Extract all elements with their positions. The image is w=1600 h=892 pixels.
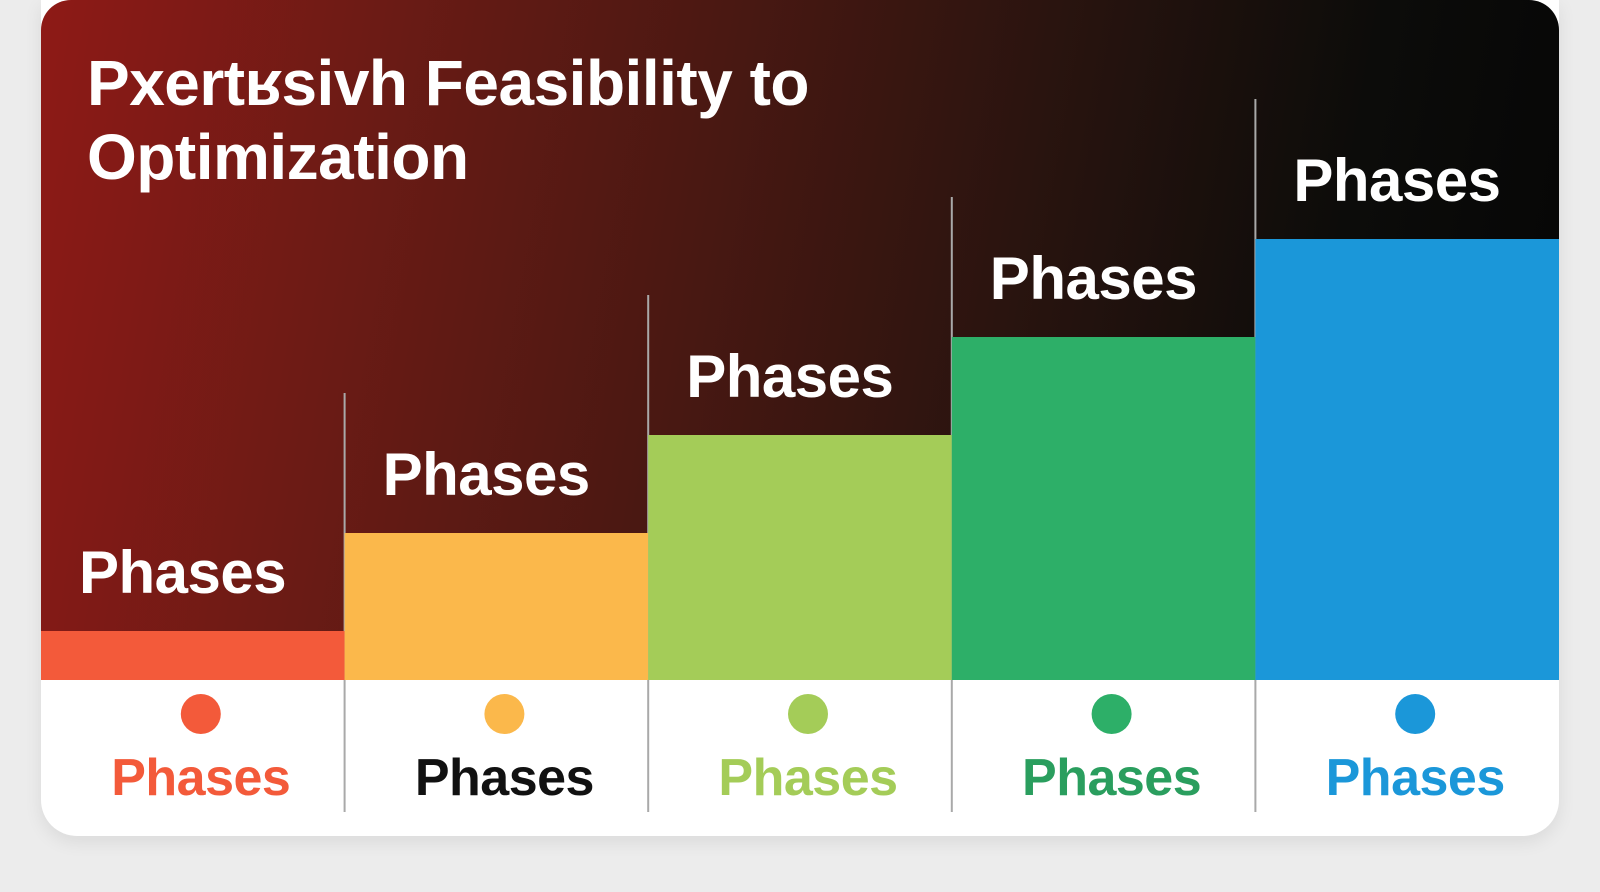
- bar-label-1: Phases: [79, 539, 286, 606]
- bar-labels: Phases Phases Phases Phases Phases: [79, 147, 1501, 606]
- bar-label-4: Phases: [990, 245, 1197, 312]
- category-labels: Phases Phases Phases Phases Phases: [111, 749, 1505, 807]
- chart-card: Phases Phases Phases Phases Phases Phases Pha…: [41, 0, 1559, 836]
- category-label-4: Phases: [1022, 749, 1201, 807]
- category-label-2: Phases: [415, 749, 594, 807]
- category-label-3: Phases: [718, 749, 897, 807]
- chart-title: Pxertʁsivh Feasibility to Optimization: [87, 47, 809, 194]
- timeline-dot-1: [180, 694, 221, 734]
- timeline-dot-3: [788, 694, 828, 734]
- category-label-1: Phases: [111, 749, 290, 807]
- bar-label-3: Phases: [686, 343, 893, 410]
- timeline: [180, 694, 1436, 734]
- bar-4: [951, 337, 1256, 680]
- category-label-5: Phases: [1326, 749, 1505, 807]
- timeline-dot-5: [1395, 694, 1436, 734]
- bar-label-2: Phases: [383, 441, 590, 508]
- bar-label-5: Phases: [1293, 147, 1500, 214]
- bar-3: [648, 435, 952, 680]
- bars: [41, 239, 1559, 680]
- bar-1: [41, 631, 345, 680]
- timeline-dot-2: [484, 694, 525, 734]
- timeline-dot-4: [1091, 694, 1132, 734]
- bar-2: [344, 533, 649, 680]
- bar-5: [1255, 239, 1559, 680]
